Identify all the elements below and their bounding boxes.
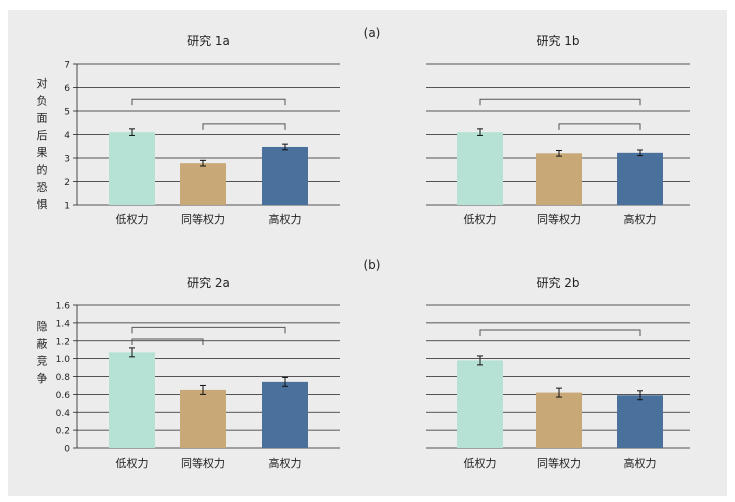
- y-axis-label-char: 恐: [37, 181, 48, 194]
- y-axis-label-char: 果: [37, 146, 48, 159]
- chart-title: 研究 1b: [536, 33, 579, 48]
- y-tick-label: 7: [64, 61, 70, 71]
- y-tick-label: 0.2: [56, 427, 70, 437]
- category-label: 高权力: [269, 456, 302, 470]
- category-label: 低权力: [464, 457, 497, 470]
- y-axis-label-char: 蔽: [37, 337, 48, 350]
- bar: [457, 132, 503, 205]
- chart-2: 研究 1b 低权力 同等权力 高权力: [426, 33, 690, 226]
- figure-panel: (a) (b) 研究 1a 1 2 3 4 5 6 7 对负面后果的恐惧低权力 同等权力 高权力 研究…: [8, 10, 727, 496]
- y-axis-label-char: 隐: [37, 320, 48, 333]
- category-label: 高权力: [624, 456, 657, 470]
- significance-bracket: [479, 98, 641, 106]
- y-tick-label: 6: [64, 84, 70, 94]
- y-tick-label: 3: [64, 155, 70, 165]
- significance-bracket: [131, 326, 286, 334]
- bar: [109, 352, 155, 448]
- y-tick-label: 1: [64, 202, 70, 212]
- y-axis-label-char: 负: [37, 93, 48, 107]
- y-tick-label: 0.6: [56, 391, 71, 401]
- chart-title: 研究 1a: [187, 33, 230, 48]
- category-label: 低权力: [116, 213, 149, 226]
- y-axis-label-char: 争: [37, 371, 48, 385]
- y-tick-label: 0.4: [56, 409, 71, 419]
- significance-bracket: [479, 329, 641, 337]
- category-label: 高权力: [624, 212, 657, 226]
- category-label: 高权力: [269, 212, 302, 226]
- y-axis-label-char: 后: [37, 129, 48, 142]
- bar: [536, 153, 582, 205]
- significance-bracket: [131, 98, 286, 106]
- chart-title: 研究 2a: [187, 275, 230, 290]
- y-tick-label: 4: [64, 131, 70, 141]
- bar: [109, 132, 155, 205]
- chart-title: 研究 2b: [536, 275, 579, 290]
- bar: [262, 146, 308, 205]
- category-label: 同等权力: [537, 212, 581, 226]
- y-axis-label-char: 的: [37, 163, 48, 177]
- significance-bracket: [131, 338, 204, 345]
- category-label: 同等权力: [181, 212, 225, 226]
- y-tick-label: 5: [64, 108, 70, 118]
- panel-a-label: (a): [364, 26, 381, 40]
- bar: [617, 152, 663, 205]
- y-tick-label: 0: [64, 445, 70, 455]
- bar: [457, 360, 503, 448]
- y-axis-label-char: 对: [37, 76, 48, 90]
- y-axis-label-char: 面: [37, 112, 48, 125]
- significance-bracket: [558, 123, 641, 130]
- category-label: 同等权力: [537, 456, 581, 470]
- category-label: 低权力: [464, 213, 497, 226]
- bar: [536, 392, 582, 448]
- chart-4: 研究 2b 低权力 同等权力 高权力: [426, 275, 690, 470]
- y-axis-label-char: 惧: [37, 197, 48, 211]
- category-label: 同等权力: [181, 456, 225, 470]
- significance-bracket: [202, 123, 286, 130]
- panel-b-label: (b): [364, 258, 381, 272]
- bar: [617, 395, 663, 448]
- y-tick-label: 0.8: [56, 373, 71, 383]
- y-tick-label: 1.0: [56, 355, 71, 365]
- bar: [262, 381, 308, 448]
- y-axis-label-char: 竞: [37, 354, 48, 368]
- category-label: 低权力: [116, 457, 149, 470]
- bar: [180, 163, 226, 205]
- y-tick-label: 1.4: [56, 319, 71, 329]
- y-tick-label: 1.6: [56, 302, 71, 312]
- y-tick-label: 1.2: [56, 337, 70, 347]
- bar: [180, 389, 226, 448]
- y-tick-label: 2: [64, 178, 70, 188]
